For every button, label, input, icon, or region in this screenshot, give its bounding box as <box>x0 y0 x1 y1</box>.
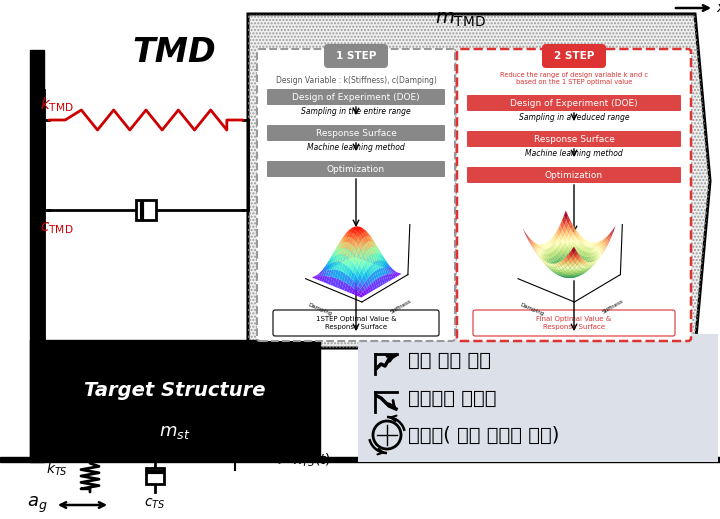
Text: 2 STEP: 2 STEP <box>554 51 594 61</box>
Text: Optimization: Optimization <box>545 171 603 180</box>
FancyBboxPatch shape <box>257 49 455 341</box>
FancyBboxPatch shape <box>467 131 681 147</box>
Text: 1STEP Optimal Value &
Response Surface: 1STEP Optimal Value & Response Surface <box>315 317 396 330</box>
Bar <box>30 50 44 462</box>
Text: TMD: TMD <box>132 35 216 69</box>
Bar <box>0 457 720 462</box>
Text: 친환경( 기존 구조물 활용): 친환경( 기존 구조물 활용) <box>408 426 559 444</box>
Text: 내진 성능 향상: 내진 성능 향상 <box>408 350 491 370</box>
Text: Response Surface: Response Surface <box>534 134 614 143</box>
Bar <box>136 200 156 220</box>
Text: $c_{\rm TMD}$: $c_{\rm TMD}$ <box>40 220 73 236</box>
Y-axis label: Stiffness: Stiffness <box>602 298 625 315</box>
Text: $a_g$: $a_g$ <box>27 495 48 515</box>
FancyBboxPatch shape <box>267 89 445 105</box>
FancyBboxPatch shape <box>473 310 675 336</box>
Text: $k_{TS}$: $k_{TS}$ <box>46 461 68 479</box>
Text: Final Optimal Value &
Response Surface: Final Optimal Value & Response Surface <box>536 317 611 330</box>
Text: 1 STEP: 1 STEP <box>336 51 376 61</box>
Polygon shape <box>248 14 710 348</box>
Text: Machine learning method: Machine learning method <box>307 143 405 153</box>
Text: Reduce the range of design variable k and c
based on the 1 STEP optimal value: Reduce the range of design variable k an… <box>500 72 648 85</box>
Text: Target Structure: Target Structure <box>84 380 266 400</box>
Bar <box>146 468 164 484</box>
Text: $k_{\rm TMD}$: $k_{\rm TMD}$ <box>40 95 74 114</box>
Text: $x_{\rm TMD}(t)$: $x_{\rm TMD}(t)$ <box>716 0 720 17</box>
FancyBboxPatch shape <box>267 161 445 177</box>
FancyBboxPatch shape <box>467 95 681 111</box>
Text: Sampling in a reduced range: Sampling in a reduced range <box>518 114 629 122</box>
Text: $m_{\rm TMD}$: $m_{\rm TMD}$ <box>435 10 485 29</box>
FancyBboxPatch shape <box>457 49 691 341</box>
X-axis label: Damping: Damping <box>520 303 545 317</box>
Text: Machine learning method: Machine learning method <box>525 149 623 158</box>
FancyBboxPatch shape <box>542 44 606 68</box>
Text: Response Surface: Response Surface <box>315 129 397 138</box>
Bar <box>30 340 320 460</box>
FancyBboxPatch shape <box>324 44 388 68</box>
FancyBboxPatch shape <box>273 310 439 336</box>
Text: Design of Experiment (DOE): Design of Experiment (DOE) <box>510 99 638 107</box>
Y-axis label: Stiffness: Stiffness <box>390 298 413 315</box>
Text: 수치해석 효율성: 수치해석 효율성 <box>408 389 497 407</box>
Text: Design Variable : k(Stiffness), c(Damping): Design Variable : k(Stiffness), c(Dampin… <box>276 76 436 85</box>
X-axis label: Damping: Damping <box>307 303 333 317</box>
Text: $m_{st}$: $m_{st}$ <box>159 423 191 441</box>
Text: Sampling in the entire range: Sampling in the entire range <box>301 107 411 116</box>
FancyBboxPatch shape <box>267 125 445 141</box>
Text: $x_{TS}(t)$: $x_{TS}(t)$ <box>293 452 331 469</box>
Text: $c_{TS}$: $c_{TS}$ <box>144 497 166 511</box>
Bar <box>358 334 718 462</box>
FancyBboxPatch shape <box>467 167 681 183</box>
Text: Optimization: Optimization <box>327 165 385 173</box>
Text: Design of Experiment (DOE): Design of Experiment (DOE) <box>292 92 420 102</box>
